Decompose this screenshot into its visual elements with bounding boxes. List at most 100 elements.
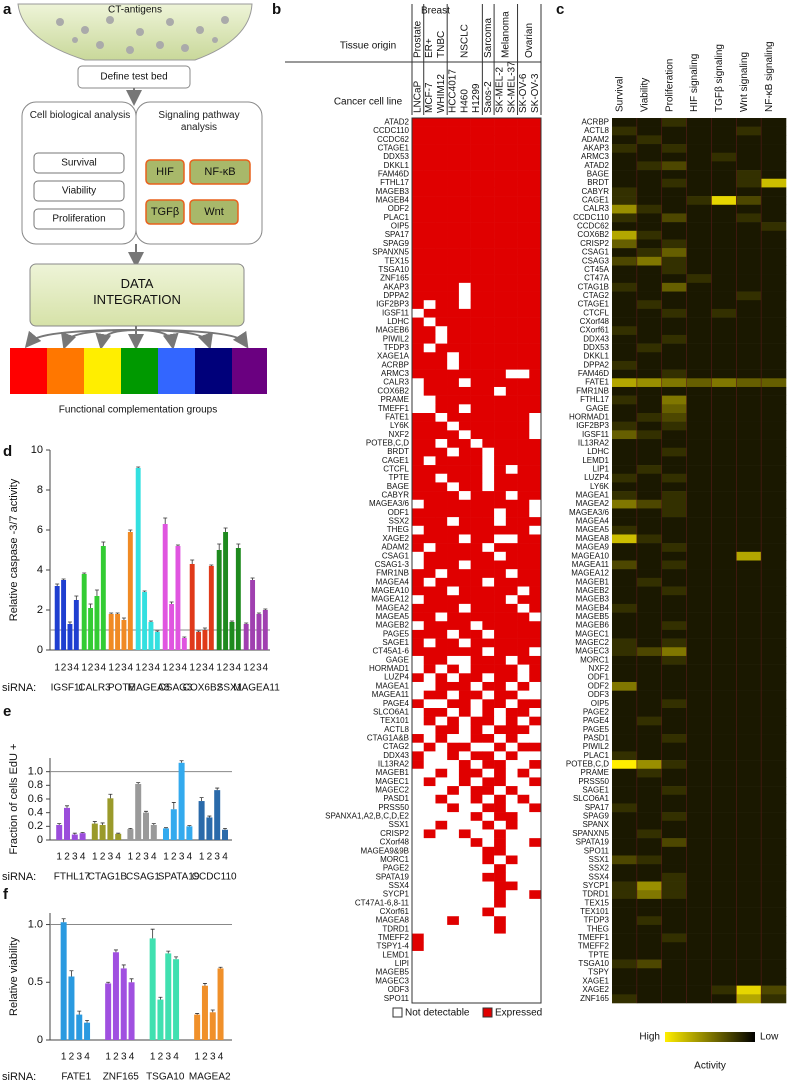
expression-cell	[458, 543, 471, 553]
expression-cell	[423, 300, 436, 310]
expression-cell	[412, 942, 425, 952]
activity-cell	[636, 447, 663, 457]
expression-cell	[505, 499, 518, 509]
activity-cell	[612, 560, 638, 570]
expression-cell	[517, 647, 530, 657]
expression-cell	[470, 872, 483, 882]
activity-cell	[711, 760, 737, 770]
activity-cell	[736, 968, 762, 978]
expression-cell	[447, 482, 460, 492]
assay-label: HIF signaling	[689, 54, 700, 112]
group-label: CSAG3	[159, 683, 193, 694]
activity-cell	[686, 994, 712, 1004]
expression-cell	[458, 378, 471, 388]
expression-cell	[412, 838, 425, 848]
expression-cell	[423, 178, 436, 188]
expression-cell	[458, 621, 471, 631]
activity-cell	[612, 326, 638, 336]
error-bar	[77, 1010, 82, 1015]
expression-cell	[412, 768, 425, 778]
gene-label: TSGA10	[578, 959, 609, 968]
expression-cell	[517, 751, 530, 761]
expression-cell	[423, 152, 436, 162]
expression-cell	[447, 395, 460, 405]
expression-cell	[435, 378, 448, 388]
activity-cell	[711, 291, 737, 301]
gene-label: XAGE1	[582, 976, 609, 985]
activity-cell	[612, 265, 638, 275]
activity-cell	[761, 942, 787, 952]
expression-cell	[470, 950, 483, 960]
expression-cell	[505, 872, 518, 882]
activity-cell	[761, 508, 787, 518]
gene-label: CTCFL	[383, 465, 409, 474]
cell-line: LNCaP	[413, 80, 424, 113]
activity-cell	[636, 326, 663, 336]
gene-label: LUZP4	[384, 673, 409, 682]
activity-cell	[736, 534, 762, 544]
gene-label: FATE1	[585, 378, 609, 387]
expression-cell	[412, 751, 425, 761]
expression-cell	[447, 152, 460, 162]
expression-cell	[470, 187, 483, 197]
expression-cell	[482, 794, 495, 804]
activity-cell	[661, 976, 687, 986]
expression-cell	[412, 586, 425, 596]
expression-cell	[447, 950, 460, 960]
expression-cell	[423, 959, 436, 969]
activity-cell	[686, 603, 712, 613]
activity-cell	[661, 855, 687, 865]
expression-cell	[447, 161, 460, 171]
gene-label: PRAME	[581, 768, 609, 777]
expression-cell	[517, 161, 530, 171]
bar	[112, 952, 119, 1040]
expression-cell	[529, 664, 542, 674]
expression-cell	[494, 621, 507, 631]
expression-cell	[505, 655, 518, 665]
activity-cell	[612, 187, 638, 197]
expression-cell	[423, 187, 436, 197]
activity-cell	[661, 820, 687, 830]
activity-cell	[661, 950, 687, 960]
activity-cell	[761, 655, 787, 665]
expression-cell	[529, 404, 542, 414]
expression-cell	[505, 534, 518, 544]
activity-cell	[736, 439, 762, 449]
activity-cell	[636, 135, 663, 145]
activity-cell	[636, 725, 663, 735]
activity-cell	[686, 300, 712, 310]
expression-cell	[458, 135, 471, 145]
activity-cell	[761, 708, 787, 717]
expression-cell	[470, 256, 483, 266]
pathway: TGFβ	[151, 206, 179, 218]
activity-cell	[711, 491, 737, 501]
error-bar	[113, 949, 118, 953]
scale-title: Activity	[694, 1061, 726, 1072]
expression-cell	[447, 708, 460, 717]
expression-cell	[447, 803, 460, 813]
expression-cell	[517, 534, 530, 544]
gene-label: PLAC1	[384, 213, 410, 222]
expression-cell	[423, 386, 436, 396]
activity-cell	[761, 196, 787, 206]
gene-label: POTEB,C,D	[566, 760, 609, 769]
gene-label: CXorf61	[380, 907, 410, 916]
expression-cell	[458, 517, 471, 527]
activity-cell	[736, 282, 762, 292]
activity-cell	[661, 196, 687, 206]
gene-label: IGF2BP3	[376, 300, 409, 309]
activity-cell	[761, 794, 787, 804]
activity-cell	[686, 265, 712, 275]
fan-arrows	[24, 326, 249, 350]
activity-cell	[636, 777, 663, 787]
activity-cell	[711, 595, 737, 605]
expression-cell	[494, 855, 507, 865]
activity-cell	[612, 768, 638, 778]
expression-cell	[482, 655, 495, 665]
activity-cell	[711, 786, 737, 796]
expression-cell	[423, 838, 436, 848]
gene-label: BAGE	[587, 170, 609, 179]
activity-cell	[711, 447, 737, 457]
bar	[162, 524, 168, 650]
y-tick-label: 10	[31, 444, 43, 456]
